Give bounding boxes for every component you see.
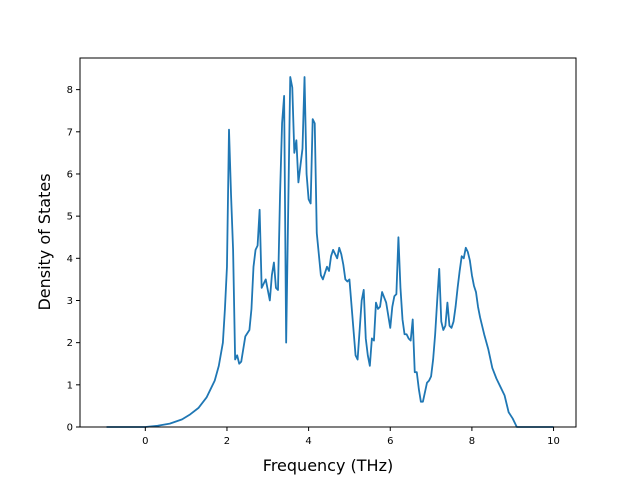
series-layer — [106, 76, 554, 428]
y-tick-label: 4 — [67, 254, 73, 265]
y-tick-label: 2 — [67, 338, 73, 349]
x-tick-label: 2 — [224, 436, 230, 447]
x-tick-label: 0 — [142, 436, 148, 447]
x-tick-label: 4 — [305, 436, 311, 447]
y-tick-label: 0 — [67, 423, 73, 434]
x-tick-label: 10 — [547, 436, 560, 447]
x-axis-ticks: 0 2 4 6 8 10 — [142, 427, 560, 447]
series-line-0 — [106, 76, 554, 428]
y-tick-label: 8 — [67, 85, 73, 96]
y-axis-label: Density of States — [35, 173, 54, 310]
y-tick-label: 7 — [67, 127, 73, 138]
plot-area — [80, 58, 576, 427]
y-tick-label: 1 — [67, 380, 73, 391]
y-tick-label: 5 — [67, 212, 73, 223]
y-tick-label: 6 — [67, 169, 73, 180]
x-axis-label: Frequency (THz) — [263, 456, 393, 475]
x-tick-label: 6 — [387, 436, 393, 447]
y-tick-label: 3 — [67, 296, 73, 307]
y-axis-ticks: 0 1 2 3 4 5 6 7 8 — [67, 85, 80, 434]
plot-frame — [79, 57, 577, 428]
x-tick-label: 8 — [469, 436, 475, 447]
